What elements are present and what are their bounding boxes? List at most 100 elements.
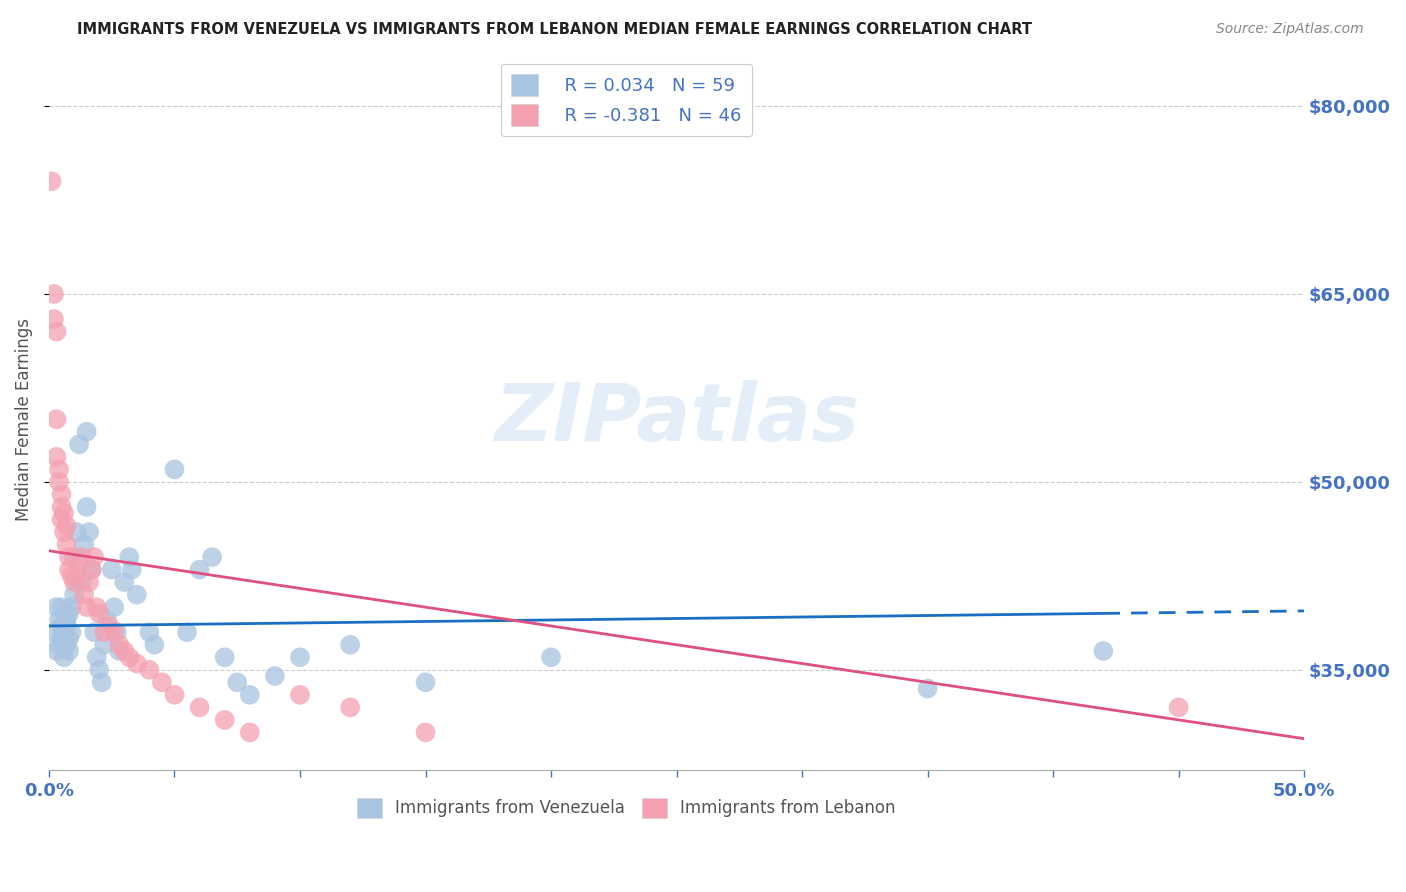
Point bbox=[65, 569, 87, 583]
Point bbox=[415, 675, 437, 690]
Point bbox=[103, 625, 125, 640]
Point bbox=[58, 644, 80, 658]
Point bbox=[339, 700, 361, 714]
Point bbox=[214, 713, 236, 727]
Point bbox=[90, 675, 112, 690]
Point bbox=[77, 524, 100, 539]
Point bbox=[150, 675, 173, 690]
Point bbox=[70, 549, 93, 564]
Point bbox=[45, 412, 67, 426]
Point bbox=[51, 600, 73, 615]
Point bbox=[125, 657, 148, 671]
Point bbox=[53, 650, 76, 665]
Point bbox=[60, 600, 83, 615]
Point bbox=[45, 450, 67, 464]
Point bbox=[53, 638, 76, 652]
Point bbox=[55, 638, 77, 652]
Point bbox=[42, 625, 65, 640]
Point bbox=[41, 174, 63, 188]
Point bbox=[188, 563, 211, 577]
Point bbox=[53, 506, 76, 520]
Point bbox=[264, 669, 287, 683]
Point bbox=[1092, 644, 1115, 658]
Point bbox=[100, 563, 122, 577]
Point bbox=[51, 619, 73, 633]
Point bbox=[108, 638, 131, 652]
Point bbox=[60, 625, 83, 640]
Point bbox=[89, 607, 111, 621]
Point bbox=[80, 563, 103, 577]
Point bbox=[239, 688, 262, 702]
Y-axis label: Median Female Earnings: Median Female Earnings bbox=[15, 318, 32, 521]
Point bbox=[105, 625, 128, 640]
Point bbox=[188, 700, 211, 714]
Point bbox=[201, 549, 224, 564]
Point bbox=[288, 650, 311, 665]
Point bbox=[121, 563, 143, 577]
Point bbox=[45, 600, 67, 615]
Point bbox=[51, 487, 73, 501]
Point bbox=[118, 650, 141, 665]
Point bbox=[45, 644, 67, 658]
Point bbox=[214, 650, 236, 665]
Point bbox=[112, 644, 135, 658]
Point bbox=[55, 619, 77, 633]
Point bbox=[93, 625, 115, 640]
Point bbox=[86, 650, 108, 665]
Point bbox=[58, 549, 80, 564]
Point bbox=[55, 537, 77, 551]
Point bbox=[138, 625, 160, 640]
Text: IMMIGRANTS FROM VENEZUELA VS IMMIGRANTS FROM LEBANON MEDIAN FEMALE EARNINGS CORR: IMMIGRANTS FROM VENEZUELA VS IMMIGRANTS … bbox=[77, 22, 1032, 37]
Point bbox=[48, 613, 70, 627]
Point bbox=[76, 425, 98, 439]
Point bbox=[63, 575, 86, 590]
Point bbox=[1167, 700, 1189, 714]
Point bbox=[239, 725, 262, 739]
Point bbox=[42, 312, 65, 326]
Point bbox=[108, 644, 131, 658]
Point bbox=[96, 613, 118, 627]
Point bbox=[58, 607, 80, 621]
Point bbox=[112, 575, 135, 590]
Point bbox=[48, 638, 70, 652]
Point bbox=[89, 663, 111, 677]
Point bbox=[67, 437, 90, 451]
Point bbox=[76, 500, 98, 514]
Point bbox=[58, 563, 80, 577]
Point bbox=[48, 475, 70, 489]
Point bbox=[76, 600, 98, 615]
Point bbox=[80, 563, 103, 577]
Point bbox=[60, 569, 83, 583]
Point bbox=[67, 557, 90, 571]
Legend: Immigrants from Venezuela, Immigrants from Lebanon: Immigrants from Venezuela, Immigrants fr… bbox=[350, 791, 903, 825]
Point bbox=[98, 619, 121, 633]
Point bbox=[118, 549, 141, 564]
Point bbox=[176, 625, 198, 640]
Point bbox=[63, 588, 86, 602]
Point bbox=[163, 462, 186, 476]
Text: ZIPatlas: ZIPatlas bbox=[494, 380, 859, 458]
Point bbox=[83, 549, 105, 564]
Point bbox=[415, 725, 437, 739]
Point bbox=[70, 575, 93, 590]
Point bbox=[288, 688, 311, 702]
Point bbox=[65, 524, 87, 539]
Point bbox=[51, 500, 73, 514]
Point bbox=[48, 462, 70, 476]
Point bbox=[143, 638, 166, 652]
Point bbox=[51, 512, 73, 526]
Point bbox=[77, 575, 100, 590]
Point bbox=[58, 632, 80, 646]
Point bbox=[73, 537, 96, 551]
Point bbox=[45, 325, 67, 339]
Point bbox=[339, 638, 361, 652]
Point bbox=[540, 650, 562, 665]
Point bbox=[73, 588, 96, 602]
Point bbox=[138, 663, 160, 677]
Point bbox=[86, 600, 108, 615]
Point bbox=[163, 688, 186, 702]
Point bbox=[125, 588, 148, 602]
Point bbox=[42, 287, 65, 301]
Point bbox=[83, 625, 105, 640]
Point bbox=[53, 524, 76, 539]
